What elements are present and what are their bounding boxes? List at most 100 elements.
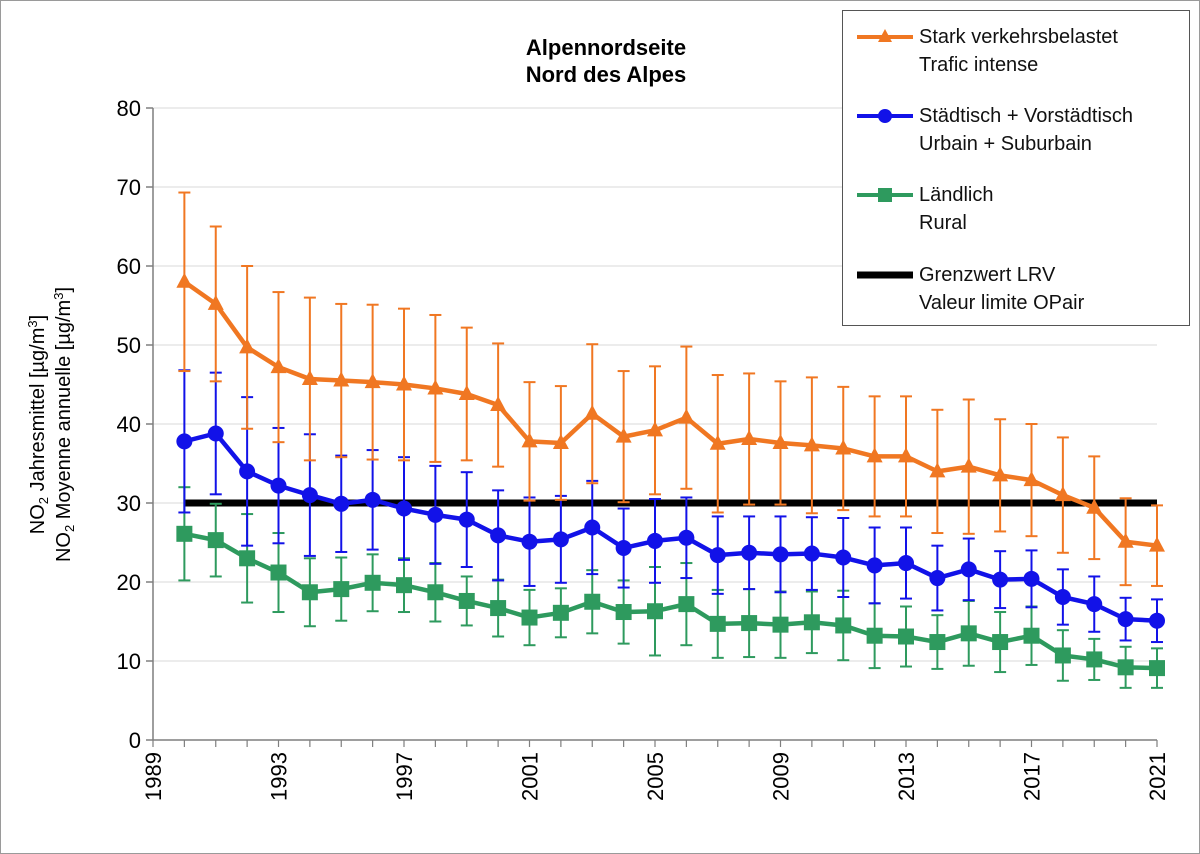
rural-point [647,603,663,620]
x-tick-label: 1989 [141,752,166,801]
traffic-point [898,447,914,463]
y-tick-label: 70 [117,175,141,200]
legend-entry-urban: Städtisch + Vorstädtisch Urbain + Suburb… [843,102,1191,162]
traffic-point [1117,532,1134,548]
urban-point [1117,611,1134,628]
traffic-point [866,447,883,463]
urban-point [458,511,475,528]
rural-point [1023,627,1040,644]
traffic-point [521,432,538,448]
legend-entry-limit: Grenzwert LRV Valeur limite OPair [843,261,1191,321]
traffic-point [803,436,820,452]
rural-point [898,628,914,645]
y-tick-label: 20 [117,570,141,595]
legend-square-marker-icon [857,188,913,202]
y-tick-label: 0 [129,728,141,753]
rural-point [396,577,412,594]
traffic-point [364,373,381,389]
chart-title-line: Nord des Alpes [526,62,687,87]
traffic-point [678,408,695,424]
urban-point [678,529,695,546]
rural-point [301,584,318,601]
y-tick-label: 50 [117,333,141,358]
legend-limit-line-icon [857,271,913,279]
y-tick-label: 30 [117,491,141,516]
traffic-point [835,439,852,455]
legend-label-traffic: Stark verkehrsbelastet [919,26,1118,48]
urban-point [709,547,726,564]
traffic-point [1023,471,1040,487]
urban-point [239,463,256,480]
x-tick-label: 2021 [1145,752,1170,801]
urban-series-line [183,431,1158,623]
y-axis-label-line2: NO2 Moyenne annuelle [µg/m3] [50,286,77,562]
legend-label-traffic-fr: Trafic intense [919,54,1039,76]
urban-point [615,540,632,557]
rural-point [992,634,1009,651]
legend-label-urban: Städtisch + Vorstädtisch [919,105,1134,127]
rural-point [1086,651,1103,668]
rural-point [270,564,287,581]
y-tick-label: 80 [117,96,141,121]
traffic-series-line [183,279,1158,548]
traffic-point [1149,536,1165,552]
traffic-point [1054,486,1071,502]
traffic-point [992,466,1009,482]
x-tick-label: 1993 [267,752,292,801]
traffic-point [333,371,350,387]
legend-label-limit-fr: Valeur limite OPair [919,292,1085,314]
traffic-point [427,379,444,395]
traffic-point [490,396,507,412]
legend-label-urban-fr: Urbain + Suburbain [919,133,1092,155]
y-tick-label: 40 [117,412,141,437]
urban-point [584,519,601,536]
y-tick-label: 10 [117,649,141,674]
legend-label-rural: Ländlich [919,184,994,206]
urban-point [803,545,820,562]
rural-point [615,604,632,621]
urban-point [270,477,287,494]
urban-point [866,557,883,574]
legend-label-rural-fr: Rural [919,212,967,234]
legend-triangle-marker-icon [857,29,913,42]
urban-point [1054,589,1071,606]
traffic-point [929,462,946,478]
traffic-point [709,434,726,450]
x-tick-label: 2013 [894,752,919,801]
y-axis-label-line1: NO2 Jahresmittel [µg/m3] [24,314,51,534]
urban-point [301,487,318,504]
urban-point [898,555,914,572]
x-tick-label: 2017 [1020,752,1045,801]
rural-point [427,584,444,601]
rural-point [239,550,256,567]
rural-point [835,617,852,634]
rural-point [772,616,789,633]
chart-title-line: Alpennordseite [526,35,686,60]
traffic-point [176,272,193,288]
traffic-point [301,369,318,385]
rural-point [1054,647,1071,664]
urban-point [992,571,1009,588]
rural-point [709,615,726,632]
rural-point [1117,659,1134,676]
urban-point [552,531,569,548]
traffic-point [772,433,789,449]
urban-point [835,549,852,566]
urban-point [772,546,789,563]
urban-point [741,544,758,561]
urban-point [427,506,444,523]
legend: Stark verkehrsbelastet Trafic intense St… [842,10,1190,326]
urban-point [647,532,663,549]
x-tick-label: 2005 [643,752,668,801]
traffic-point [239,338,256,354]
rural-point [741,615,758,632]
x-tick-label: 2001 [518,752,543,801]
rural-point [678,596,695,613]
rural-point [490,600,507,617]
urban-point [176,433,193,450]
traffic-point [458,384,475,400]
traffic-point [1086,498,1103,514]
rural-series-line [183,531,1158,671]
rural-point [584,593,601,610]
traffic-point [396,375,412,391]
